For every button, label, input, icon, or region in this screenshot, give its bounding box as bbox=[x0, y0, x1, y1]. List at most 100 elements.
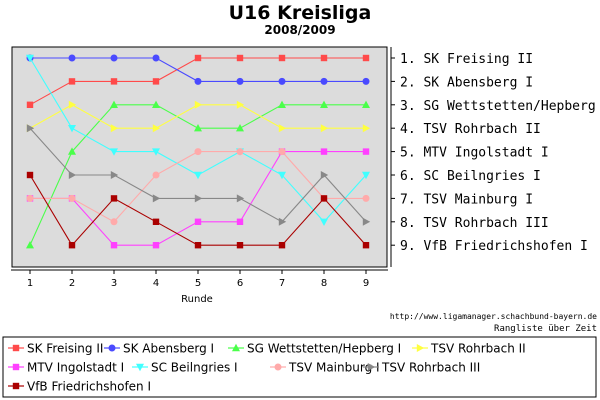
rank-label: 3. SG Wettstetten/Hepberg I bbox=[400, 99, 600, 114]
data-point bbox=[236, 100, 245, 109]
legend-item: TSV Rohrbach II bbox=[412, 342, 526, 356]
x-tick-label: 2 bbox=[69, 278, 75, 289]
data-point bbox=[278, 54, 286, 62]
data-point bbox=[194, 171, 202, 180]
data-point bbox=[152, 194, 161, 203]
data-point bbox=[236, 54, 244, 62]
data-point bbox=[278, 100, 286, 108]
data-point bbox=[194, 218, 202, 225]
legend-marker bbox=[416, 344, 425, 352]
rank-label: 7. TSV Mainburg I bbox=[400, 192, 533, 207]
legend-marker bbox=[367, 363, 376, 371]
x-tick-label: 9 bbox=[363, 278, 369, 289]
rank-label: 1. SK Freising II bbox=[400, 52, 533, 67]
data-point bbox=[152, 54, 160, 62]
data-point bbox=[152, 100, 160, 108]
data-point bbox=[68, 100, 77, 109]
data-point bbox=[194, 77, 202, 85]
rank-label: 6. SC Beilngries I bbox=[400, 169, 541, 184]
data-point bbox=[110, 242, 118, 249]
data-point bbox=[110, 54, 118, 62]
legend-label: SK Abensberg I bbox=[123, 342, 214, 356]
x-tick-label: 3 bbox=[111, 278, 117, 289]
rank-label: 5. MTV Ingolstadt I bbox=[400, 146, 549, 161]
series-5 bbox=[26, 54, 370, 226]
data-point bbox=[110, 124, 119, 133]
data-point bbox=[278, 148, 286, 156]
data-point bbox=[320, 54, 328, 62]
data-point bbox=[194, 124, 202, 132]
x-axis-ticks: 1 2 3 4 5 6 7 8 9 bbox=[27, 270, 369, 289]
data-point bbox=[68, 125, 76, 133]
data-point bbox=[110, 171, 119, 179]
data-point bbox=[320, 218, 328, 226]
series-layer bbox=[26, 54, 371, 249]
data-point bbox=[194, 194, 203, 203]
data-point bbox=[320, 77, 328, 85]
series-7 bbox=[26, 124, 371, 226]
data-point bbox=[278, 242, 286, 249]
chart-title: U16 Kreisliga bbox=[229, 2, 372, 24]
data-point bbox=[194, 148, 202, 156]
data-point bbox=[110, 148, 118, 156]
data-point bbox=[278, 124, 287, 133]
data-point bbox=[362, 217, 371, 226]
rank-label: 2. SK Abensberg I bbox=[400, 75, 533, 90]
data-point bbox=[68, 54, 76, 62]
data-point bbox=[152, 242, 160, 249]
legend-item: SG Wettstetten/Hepberg I bbox=[228, 342, 401, 356]
legend-marker bbox=[12, 344, 20, 352]
credit-url: http://www.ligamanager.schachbund-bayern… bbox=[390, 312, 597, 321]
legend-label: MTV Ingolstadt I bbox=[27, 361, 124, 375]
legend-label: SG Wettstetten/Hepberg I bbox=[247, 342, 401, 356]
x-axis-label: Runde bbox=[181, 294, 213, 305]
data-point bbox=[110, 78, 118, 85]
data-point bbox=[152, 124, 161, 133]
data-point bbox=[362, 148, 370, 155]
data-point bbox=[26, 101, 34, 108]
series-1 bbox=[26, 54, 370, 85]
legend-label: TSV Rohrbach III bbox=[381, 361, 480, 375]
data-point bbox=[152, 78, 160, 85]
data-point bbox=[68, 242, 76, 249]
data-point bbox=[278, 77, 286, 85]
data-point bbox=[320, 148, 328, 155]
data-point bbox=[110, 195, 118, 202]
x-tick-label: 4 bbox=[153, 278, 159, 289]
data-point bbox=[236, 194, 245, 203]
x-tick-label: 8 bbox=[321, 278, 327, 289]
data-point bbox=[152, 148, 160, 156]
legend-label: VfB Friedrichshofen I bbox=[27, 380, 151, 394]
data-point bbox=[362, 171, 370, 180]
data-point bbox=[320, 195, 328, 202]
data-point bbox=[26, 241, 34, 249]
legend-item: TSV Mainburg I bbox=[270, 361, 380, 375]
data-point bbox=[362, 100, 370, 108]
legend-box bbox=[2, 336, 597, 398]
data-point bbox=[194, 54, 202, 62]
data-point bbox=[362, 194, 370, 202]
data-point bbox=[26, 171, 34, 179]
x-tick-label: 7 bbox=[279, 278, 285, 289]
legend-label: SC Beilngries I bbox=[151, 361, 238, 375]
data-point bbox=[236, 218, 244, 225]
legend-item: SK Abensberg I bbox=[104, 342, 214, 356]
legend-marker bbox=[12, 363, 20, 371]
x-tick-label: 5 bbox=[195, 278, 201, 289]
data-point bbox=[68, 147, 76, 155]
series-8 bbox=[26, 171, 370, 249]
ranking-labels: 1. SK Freising II 2. SK Abensberg I 3. SG … bbox=[391, 52, 600, 254]
data-point bbox=[26, 194, 34, 202]
x-tick-label: 1 bbox=[27, 278, 33, 289]
legend-label: TSV Rohrbach II bbox=[430, 342, 526, 356]
legend-label: TSV Mainburg I bbox=[288, 361, 380, 375]
legend-label: SK Freising II bbox=[27, 342, 103, 356]
legend-marker bbox=[12, 382, 20, 390]
chart-subtitle: 2008/2009 bbox=[264, 23, 335, 37]
data-point bbox=[26, 54, 34, 63]
x-tick-label: 6 bbox=[237, 278, 243, 289]
data-point bbox=[362, 242, 370, 249]
data-point bbox=[362, 77, 370, 85]
credit-caption: Rangliste über Zeit bbox=[494, 324, 597, 334]
